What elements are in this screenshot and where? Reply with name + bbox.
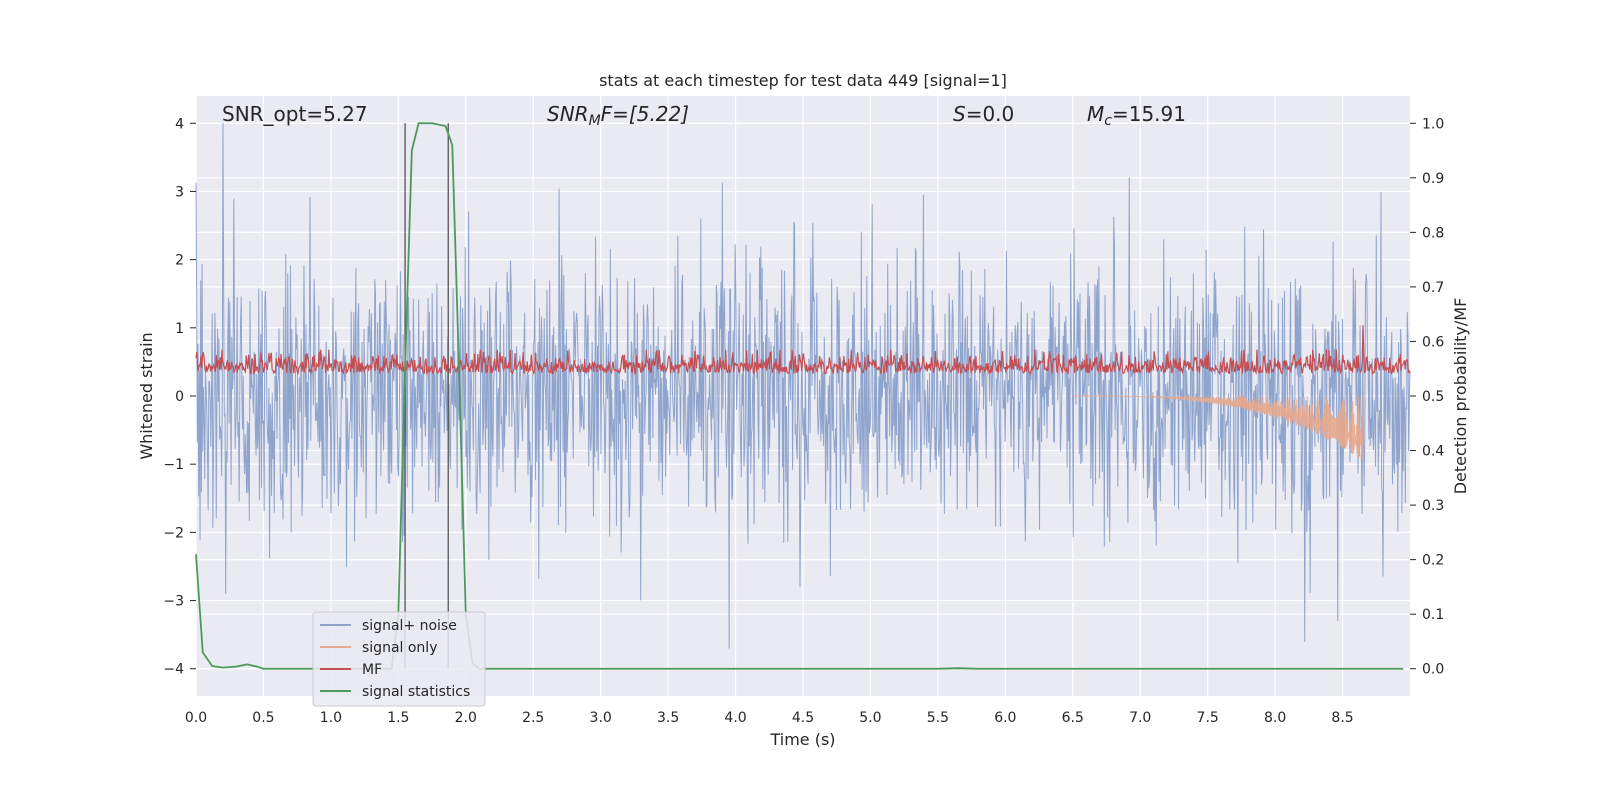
x-tick-label: 2.0 [455,710,477,726]
x-tick-label: 5.0 [859,710,881,726]
chart-title: stats at each timestep for test data 449… [599,71,1007,90]
y-right-tick-label: 0.9 [1422,171,1444,187]
x-tick-label: 6.0 [994,710,1016,726]
y-right-tick-label: 0.7 [1422,280,1444,296]
series-signal-only-line [1072,394,1364,461]
series-signal-statistics-line [195,122,1404,670]
y-right-tick-label: 0.1 [1422,607,1444,623]
y-axis-label: Whitened strain [137,332,156,459]
legend-label-mf: MF [362,662,382,678]
y-right-tick-label: 0.8 [1422,225,1444,241]
series-signal-noise-line [195,122,1411,649]
x-tick-label: 8.0 [1264,710,1286,726]
annotation-snr-mf: SNRMF=[5.22] [547,102,689,129]
annotation-snr-opt: SNR_opt=5.27 [222,102,368,126]
x-tick-label: 4.5 [792,710,814,726]
series-layer [195,122,1411,670]
grid [195,96,1410,696]
x-tick-label: 7.0 [1129,710,1151,726]
y-tick-label: 4 [175,116,184,132]
y-right-tick-label: 0.5 [1422,389,1444,405]
x-tick-label: 3.0 [590,710,612,726]
y-axis-right-label: Detection probability/MF [1451,298,1470,495]
y-tick-label: 3 [175,184,184,200]
x-tick-label: 7.5 [1197,710,1219,726]
x-tick-label: 3.5 [657,710,679,726]
y-right-tick-label: 0.4 [1422,444,1444,460]
y-tick-label: −4 [163,662,184,678]
annotation-mc: Mc=15.91 [1087,102,1186,129]
y-tick-label: −1 [163,457,184,473]
y-tick-label: 2 [175,253,184,269]
y-axis-right-ticks: 1.0 0.9 0.8 0.7 0.6 0.5 0.4 0.3 0.2 0.1 0.0 [1410,116,1444,678]
x-tick-label: 4.0 [724,710,746,726]
x-tick-label: 8.5 [1331,710,1353,726]
legend-label-signal-only: signal only [362,640,437,656]
y-axis-ticks: 4 3 2 1 0 −1 −2 −3 −4 [163,116,196,678]
x-tick-label: 1.5 [387,710,409,726]
y-right-tick-label: 0.2 [1422,553,1444,569]
y-tick-label: −3 [163,594,184,610]
x-tick-label: 1.0 [320,710,342,726]
annotation-s: S=0.0 [953,102,1014,126]
y-right-tick-label: 0.3 [1422,498,1444,514]
legend-label-signal-statistics: signal statistics [362,684,470,700]
legend-box [312,611,486,707]
y-tick-label: −2 [163,525,184,541]
x-tick-label: 6.5 [1062,710,1084,726]
x-axis-ticks: 0.0 0.5 1.0 1.5 2.0 2.5 3.0 3.5 4.0 4.5 5.0 5.5 6.0 6… [185,710,1354,726]
y-right-tick-label: 0.6 [1422,334,1444,350]
x-axis-label: Time (s) [769,730,835,749]
y-tick-label: 0 [175,389,184,405]
legend: signal+ noise signal only MF signal stat… [312,611,486,707]
x-tick-label: 5.5 [927,710,949,726]
series-mf-line [195,325,1411,376]
y-right-tick-label: 0.0 [1422,662,1444,678]
x-tick-label: 0.0 [185,710,207,726]
y-right-tick-label: 1.0 [1422,116,1444,132]
y-tick-label: 1 [175,321,184,337]
x-tick-label: 0.5 [252,710,274,726]
legend-label-signal-noise: signal+ noise [362,618,457,634]
x-tick-label: 2.5 [522,710,544,726]
